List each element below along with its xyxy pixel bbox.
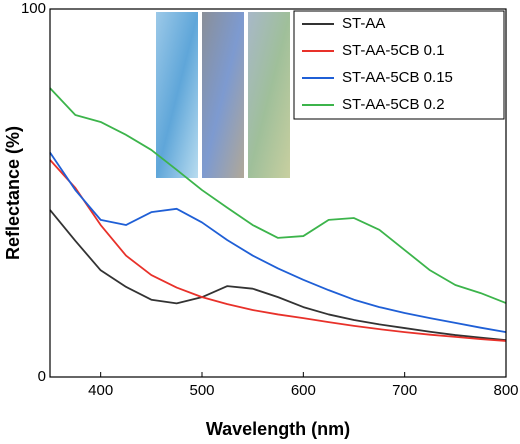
legend-label: ST-AA <box>342 15 385 32</box>
legend-label: ST-AA-5CB 0.15 <box>342 69 453 86</box>
plot-area <box>49 87 507 342</box>
y-tick-label: 0 <box>38 368 46 385</box>
sample-photo <box>248 12 290 178</box>
legend-box <box>293 10 505 120</box>
legend-label: ST-AA-5CB 0.1 <box>342 42 445 59</box>
data-line <box>49 209 507 342</box>
y-axis-title: Reflectance (%) <box>3 126 23 260</box>
y-tick-label: 100 <box>21 0 46 17</box>
data-line <box>49 152 507 333</box>
x-axis-title: Wavelength (nm) <box>206 419 350 439</box>
x-tick-label: 400 <box>88 382 113 399</box>
x-tick-label: 800 <box>493 382 518 399</box>
plot-frame <box>49 8 507 378</box>
x-tick-label: 700 <box>392 382 417 399</box>
sample-photo <box>156 12 198 178</box>
x-tick-label: 600 <box>291 382 316 399</box>
legend-label: ST-AA-5CB 0.2 <box>342 96 445 113</box>
data-line <box>49 87 507 304</box>
sample-photo <box>202 12 244 178</box>
x-tick-label: 500 <box>189 382 214 399</box>
data-line <box>49 159 507 342</box>
